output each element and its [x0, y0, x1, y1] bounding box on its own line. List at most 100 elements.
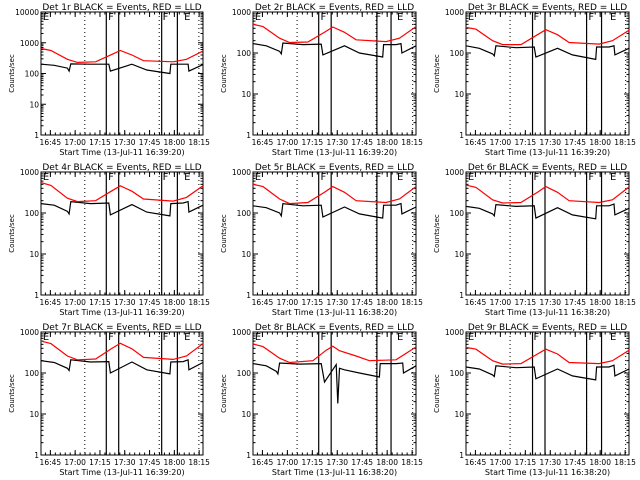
- y-tick-label: 10: [241, 250, 251, 259]
- events-series-line: [465, 364, 630, 381]
- x-tick-label: 17:30: [326, 298, 348, 307]
- events-series-line: [465, 45, 630, 61]
- y-tick-label: 10: [241, 410, 251, 419]
- event-marker-label: E: [610, 172, 616, 183]
- panel-title: Det 5r BLACK = Events, RED = LLD: [255, 163, 414, 173]
- x-tick-label: 17:30: [326, 138, 348, 147]
- y-tick-label: 100: [237, 209, 252, 218]
- event-marker-label: E: [43, 172, 49, 183]
- event-marker-label: F: [588, 332, 594, 343]
- x-tick-label: 18:15: [188, 298, 210, 307]
- y-tick-label: 1: [34, 131, 39, 140]
- x-tick-label: 16:45: [40, 298, 62, 307]
- x-tick-label: 18:15: [401, 458, 423, 467]
- y-tick-label: 100: [237, 49, 252, 58]
- plot-frame: [252, 331, 417, 456]
- x-tick-label: 17:45: [351, 298, 373, 307]
- x-tick-label: 18:15: [614, 458, 636, 467]
- x-tick-label: 18:15: [614, 138, 636, 147]
- plot-frame: [40, 11, 204, 136]
- x-tick-label: 16:45: [252, 298, 274, 307]
- y-tick-label: 1: [459, 451, 464, 460]
- y-tick-label: 10: [454, 250, 464, 259]
- y-tick-label: 100: [237, 369, 252, 378]
- panel-title: Det 7r BLACK = Events, RED = LLD: [42, 323, 201, 333]
- lld-series-line: [252, 23, 417, 44]
- event-marker-label: E: [43, 12, 49, 23]
- x-tick-label: 18:00: [376, 138, 398, 147]
- events-series-line: [465, 203, 630, 220]
- x-tick-label: 17:00: [277, 298, 299, 307]
- y-axis-label: Counts/sec: [220, 54, 228, 93]
- x-tick-label: 18:15: [614, 298, 636, 307]
- x-tick-label: 17:30: [539, 138, 561, 147]
- x-axis-label: Start Time (13-Jul-11 16:39:20): [272, 148, 397, 157]
- lld-series-line: [40, 47, 204, 64]
- lld-series-line: [252, 183, 417, 205]
- y-tick-label: 10: [454, 410, 464, 419]
- x-tick-label: 18:00: [589, 458, 611, 467]
- x-tick-label: 17:15: [515, 138, 537, 147]
- x-tick-label: 18:15: [188, 138, 210, 147]
- panel-det-8: 1 10 100 1000 16:45 17:00 17:15 17:30 17:45 18:00…: [220, 323, 423, 477]
- x-tick-label: 17:15: [515, 458, 537, 467]
- y-tick-label: 1000: [232, 168, 251, 177]
- panel-title: Det 8r BLACK = Events, RED = LLD: [255, 323, 414, 333]
- panel-det-7: 1 10 100 1000 16:45 17:00 17:15 17:30 17:45 18:00…: [8, 323, 210, 477]
- events-series-line: [40, 200, 204, 217]
- x-tick-label: 17:45: [564, 138, 586, 147]
- panel-det-9: 1 10 100 1000 16:45 17:00 17:15 17:30 17:45 18:00…: [433, 323, 636, 477]
- x-tick-label: 17:45: [351, 458, 373, 467]
- events-series-line: [252, 42, 417, 58]
- x-tick-label: 17:45: [139, 458, 161, 467]
- x-tick-label: 17:45: [351, 138, 373, 147]
- x-tick-label: 16:45: [465, 138, 487, 147]
- x-tick-label: 18:15: [401, 138, 423, 147]
- y-tick-label: 1000: [445, 8, 464, 17]
- event-marker-label: E: [468, 172, 474, 183]
- event-marker-label: E: [184, 172, 190, 183]
- event-marker-label: E: [610, 12, 616, 23]
- y-tick-label: 1: [246, 451, 251, 460]
- x-tick-label: 17:15: [515, 298, 537, 307]
- event-marker-label: F: [163, 172, 169, 183]
- x-tick-label: 17:30: [114, 298, 136, 307]
- x-tick-label: 16:45: [465, 458, 487, 467]
- y-tick-label: 100: [450, 369, 465, 378]
- y-tick-label: 1: [459, 291, 464, 300]
- x-tick-label: 17:00: [490, 458, 512, 467]
- panel-title: Det 1r BLACK = Events, RED = LLD: [42, 3, 201, 13]
- event-marker-label: E: [468, 332, 474, 343]
- panel-det-2: 1 10 100 1000 16:45 17:00 17:15 17:30 17:45 18:00…: [220, 3, 423, 157]
- y-axis-label: Counts/sec: [433, 374, 441, 413]
- y-tick-label: 1000: [445, 168, 464, 177]
- event-marker-label: E: [397, 332, 403, 343]
- x-tick-label: 17:00: [490, 138, 512, 147]
- x-tick-label: 18:00: [376, 298, 398, 307]
- event-marker-label: F: [534, 332, 540, 343]
- y-tick-label: 100: [450, 49, 465, 58]
- x-tick-label: 17:45: [564, 458, 586, 467]
- x-tick-label: 17:00: [277, 138, 299, 147]
- event-marker-label: F: [321, 12, 327, 23]
- lld-series-line: [40, 340, 204, 361]
- event-marker-label: F: [534, 172, 540, 183]
- plot-frame: [465, 171, 630, 296]
- y-axis-label: Counts/sec: [8, 214, 16, 253]
- event-marker-label: F: [108, 12, 114, 23]
- y-axis-label: Counts/sec: [8, 374, 16, 413]
- panel-title: Det 9r BLACK = Events, RED = LLD: [468, 323, 627, 333]
- panel-title: Det 2r BLACK = Events, RED = LLD: [255, 3, 414, 13]
- x-tick-label: 16:45: [40, 458, 62, 467]
- x-tick-label: 17:30: [326, 458, 348, 467]
- y-tick-label: 10: [29, 410, 39, 419]
- x-tick-label: 17:30: [539, 458, 561, 467]
- y-tick-label: 1000: [20, 168, 39, 177]
- y-tick-label: 1000: [20, 328, 39, 337]
- y-tick-label: 1: [246, 291, 251, 300]
- events-series-line: [252, 202, 417, 219]
- x-tick-label: 17:15: [89, 138, 111, 147]
- x-tick-label: 16:45: [40, 138, 62, 147]
- y-tick-label: 100: [25, 70, 40, 79]
- panel-det-4: 1 10 100 1000 16:45 17:00 17:15 17:30 17:45 18:00…: [8, 163, 210, 317]
